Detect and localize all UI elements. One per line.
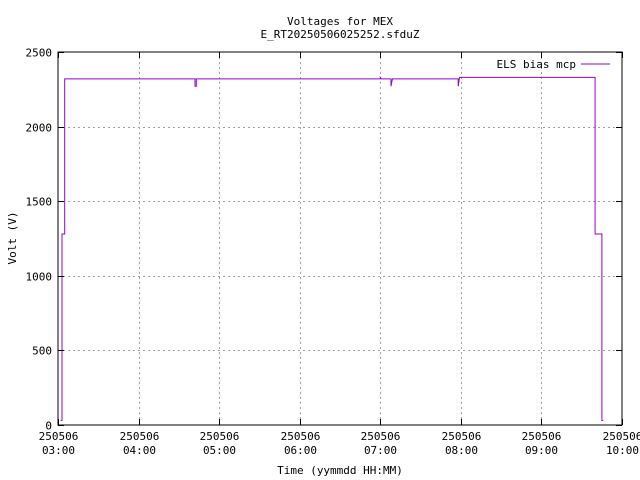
y-tick-label: 1500: [26, 196, 53, 209]
series-layer: [60, 76, 604, 421]
x-tick-time-label: 04:00: [123, 444, 156, 457]
chart-subtitle: E_RT20250506025252.sfduZ: [261, 28, 420, 41]
series-line: [60, 76, 604, 421]
x-tick-date-label: 250506: [442, 430, 482, 443]
y-axis-label: Volt (V): [6, 212, 19, 265]
legend-label: ELS bias mcp: [497, 58, 576, 71]
x-tick-date-label: 250506: [39, 430, 79, 443]
x-axis-label: Time (yymmdd HH:MM): [277, 464, 403, 477]
y-tick-label: 500: [32, 345, 52, 358]
ticks: 0500100015002000250025050603:0025050604:…: [26, 47, 640, 458]
x-tick-date-label: 250506: [120, 430, 160, 443]
y-tick-label: 0: [45, 420, 52, 433]
x-tick-time-label: 09:00: [525, 444, 558, 457]
x-tick-time-label: 03:00: [42, 444, 75, 457]
chart-title: Voltages for MEX: [287, 15, 393, 28]
grid: [58, 52, 622, 425]
x-tick-time-label: 06:00: [284, 444, 317, 457]
x-tick-time-label: 08:00: [445, 444, 478, 457]
x-tick-date-label: 250506: [200, 430, 240, 443]
y-tick-label: 2000: [26, 122, 53, 135]
legend: ELS bias mcp: [497, 58, 610, 71]
y-tick-label: 1000: [26, 271, 53, 284]
x-tick-date-label: 250506: [281, 430, 321, 443]
x-tick-date-label: 250506: [522, 430, 562, 443]
plot-frame: [57, 51, 623, 426]
y-tick-label: 2500: [26, 47, 53, 60]
x-tick-time-label: 05:00: [203, 444, 236, 457]
x-tick-date-label: 250506: [361, 430, 401, 443]
x-tick-time-label: 10:00: [606, 444, 639, 457]
x-tick-date-label: 250506: [603, 430, 640, 443]
x-tick-time-label: 07:00: [364, 444, 397, 457]
